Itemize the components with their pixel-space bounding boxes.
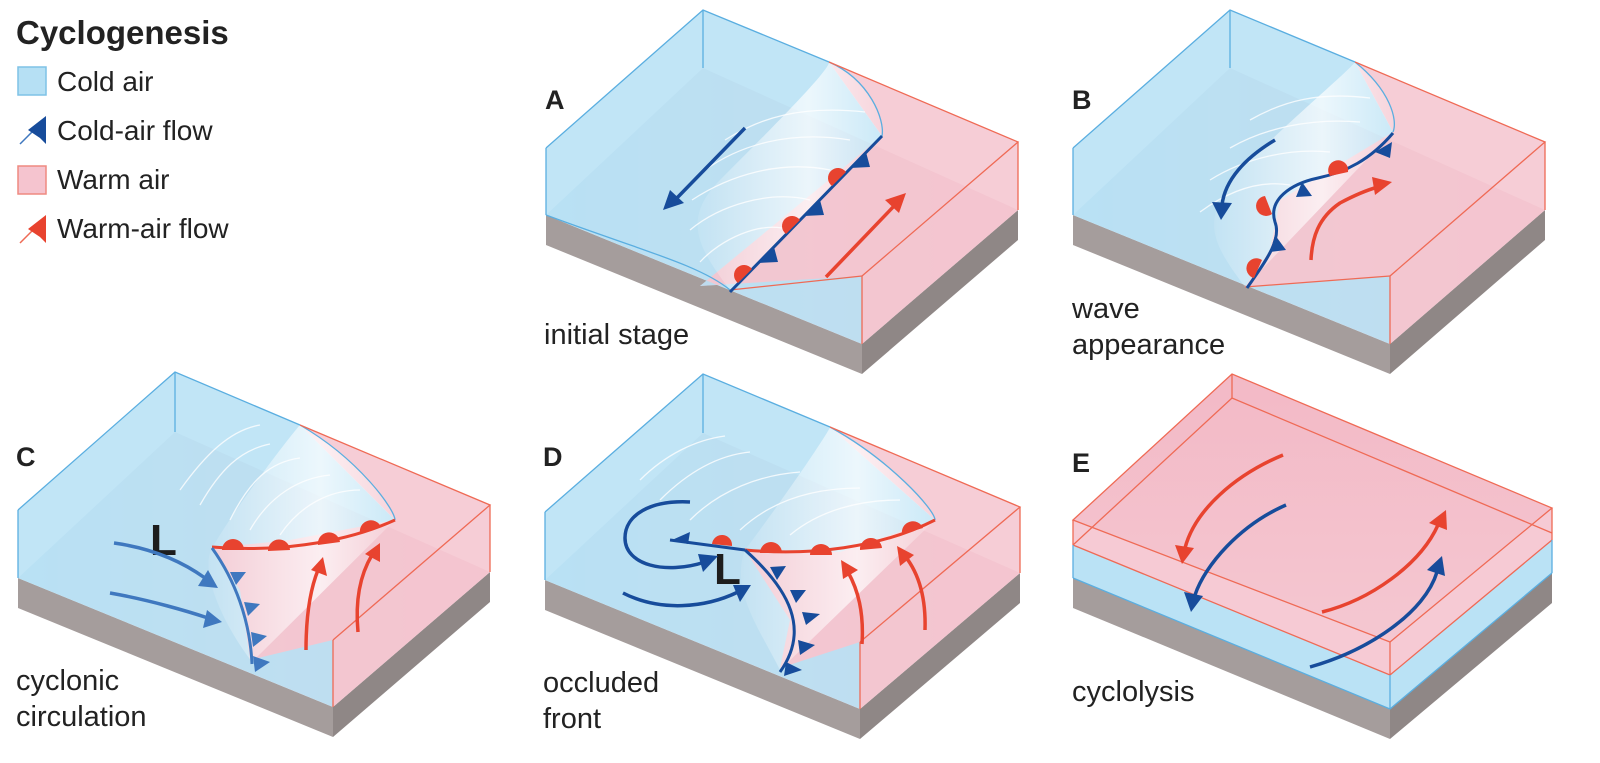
panel-c: C: [16, 371, 492, 737]
block-d: L: [544, 373, 1022, 739]
legend-item-warm-air-flow: Warm-air flow: [19, 213, 229, 244]
panel-letter-c: C: [16, 442, 36, 472]
panel-b: B: [1071, 9, 1547, 374]
cold-front: [210, 547, 254, 665]
front-surface: [1214, 62, 1395, 287]
cold-air-flow-arrow: [663, 126, 747, 210]
legend-label-warm-air-flow: Warm-air flow: [57, 213, 229, 244]
block-e: [1071, 373, 1554, 739]
occluded-front-symbols: [672, 532, 733, 546]
cold-front-triangles: [758, 152, 870, 263]
panel-letter-b: B: [1072, 85, 1092, 115]
warm-front-semicircles: [1246, 160, 1349, 278]
warm-air-flow-arrows: [304, 543, 380, 651]
legend: Cyclogenesis Cold air Cold-air flow Warm…: [16, 14, 229, 244]
cold-air-flow-arrows: [109, 541, 222, 628]
panel-d: D: [543, 373, 1022, 739]
panel-caption-b-line1: wave: [1071, 293, 1140, 325]
panel-caption-c-line2: circulation: [16, 701, 147, 733]
block-c: L: [17, 371, 492, 737]
cold-air-flow-arrow: [1212, 138, 1276, 220]
warm-front-semicircles: [734, 167, 846, 283]
cold-front-triangles: [1270, 142, 1392, 252]
block-b: [1072, 9, 1547, 374]
warm-air-flow-arrow: [1309, 177, 1392, 261]
panel-a: A: [544, 9, 1020, 374]
panel-caption-e: cyclolysis: [1072, 676, 1194, 708]
panel-caption-b-line2: appearance: [1072, 329, 1225, 361]
panel-caption-a: initial stage: [544, 319, 689, 351]
panel-letter-e: E: [1072, 448, 1090, 478]
warm-air-region: [700, 62, 1018, 344]
panel-caption-d-line2: front: [543, 703, 601, 735]
panel-e: E: [1071, 373, 1554, 739]
cold-air-flow-arrows: [622, 500, 751, 608]
ground-slab: [546, 215, 862, 374]
warm-front-semicircles: [760, 521, 923, 555]
legend-label-cold-air: Cold air: [57, 66, 153, 97]
front-surface: [208, 425, 395, 662]
warm-flow-arrow-icon: [19, 215, 46, 244]
ground-slab: [545, 580, 860, 739]
cold-air-layer: [1073, 540, 1552, 709]
legend-label-cold-air-flow: Cold-air flow: [57, 115, 213, 146]
warm-air-flow-arrow: [824, 193, 906, 279]
warm-air-swatch: [17, 165, 47, 195]
ground-slab: [1073, 215, 1390, 374]
panel-letter-a: A: [545, 85, 565, 115]
warm-air-region: [1245, 62, 1545, 344]
warm-air-top: [1073, 374, 1552, 642]
cold-air-flow-arrows: [1184, 503, 1445, 669]
warm-front-semicircles: [222, 520, 381, 551]
block-a: [545, 9, 1020, 374]
legend-label-warm-air: Warm air: [57, 164, 170, 195]
ground-slab: [18, 578, 333, 737]
cold-air-swatch: [17, 66, 47, 96]
cold-front-triangles: [230, 572, 270, 672]
figure-title: Cyclogenesis: [16, 14, 229, 51]
ground-slab: [1073, 578, 1390, 739]
legend-item-cold-air-flow: Cold-air flow: [19, 115, 213, 146]
legend-item-warm-air: Warm air: [17, 164, 170, 195]
warm-air-flow-arrows: [1175, 453, 1447, 614]
warm-air-region: [212, 425, 490, 707]
cold-front: [744, 548, 796, 673]
panel-caption-d-line1: occluded: [543, 667, 659, 699]
warm-air-flow-arrows: [841, 546, 927, 645]
panel-caption-c-line1: cyclonic: [16, 665, 119, 697]
cold-flow-arrow-icon: [19, 116, 46, 145]
cold-front-triangles: [770, 566, 820, 676]
legend-item-cold-air: Cold air: [17, 66, 153, 97]
panel-letter-d: D: [543, 442, 563, 472]
cold-air-region: [546, 10, 882, 344]
